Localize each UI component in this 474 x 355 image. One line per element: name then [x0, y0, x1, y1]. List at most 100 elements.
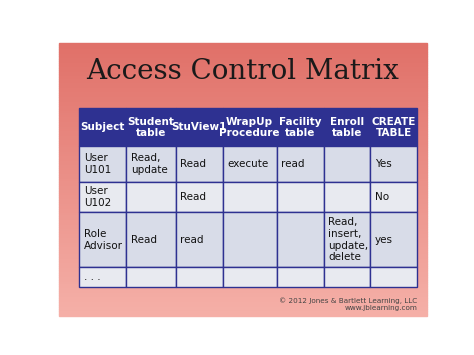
Bar	[59, 138, 427, 141]
Bar	[59, 150, 427, 152]
Text: read: read	[180, 235, 204, 245]
Text: CREATE
TABLE: CREATE TABLE	[372, 116, 416, 138]
Bar	[59, 227, 427, 229]
Bar	[59, 129, 427, 131]
Bar	[59, 99, 427, 102]
Bar	[324, 147, 371, 182]
Bar	[176, 182, 223, 212]
Bar	[59, 241, 427, 243]
Bar	[59, 311, 427, 314]
Bar	[59, 43, 427, 45]
Bar	[59, 298, 427, 300]
Text: © 2012 Jones & Bartlett Learning, LLC
www.jblearning.com: © 2012 Jones & Bartlett Learning, LLC ww…	[279, 297, 418, 311]
Bar	[277, 212, 324, 267]
Bar	[371, 267, 418, 287]
Bar	[80, 182, 127, 212]
Bar	[59, 84, 427, 86]
Bar	[80, 267, 127, 287]
Bar	[59, 273, 427, 275]
Text: . . .: . . .	[84, 272, 100, 282]
Bar	[59, 177, 427, 179]
Bar	[59, 245, 427, 248]
Bar	[59, 189, 427, 191]
Bar	[59, 45, 427, 47]
Text: Read,
update: Read, update	[131, 153, 167, 175]
Bar	[59, 286, 427, 289]
Bar	[59, 195, 427, 197]
Bar	[371, 147, 418, 182]
Bar	[59, 170, 427, 173]
Bar	[59, 81, 427, 84]
Bar	[127, 182, 176, 212]
Bar	[59, 259, 427, 261]
Bar	[59, 127, 427, 129]
Bar	[59, 68, 427, 70]
Bar	[59, 277, 427, 279]
Bar	[59, 197, 427, 200]
Bar	[59, 65, 427, 68]
Bar	[59, 47, 427, 49]
Bar	[59, 186, 427, 189]
Bar	[127, 212, 176, 267]
Bar	[59, 120, 427, 122]
Bar	[59, 295, 427, 298]
Text: Read,
insert,
update,
delete: Read, insert, update, delete	[328, 217, 368, 262]
Bar	[59, 207, 427, 209]
Bar	[59, 152, 427, 154]
Bar	[59, 213, 427, 216]
Bar	[59, 263, 427, 266]
Bar	[59, 236, 427, 239]
Bar	[59, 161, 427, 163]
Bar	[80, 108, 127, 147]
Bar	[59, 104, 427, 106]
Bar	[324, 108, 371, 147]
Bar	[59, 95, 427, 97]
Bar	[223, 147, 277, 182]
Bar	[59, 168, 427, 170]
Bar	[59, 79, 427, 81]
Bar	[59, 115, 427, 118]
Bar	[59, 248, 427, 250]
Bar	[59, 234, 427, 236]
Bar	[59, 252, 427, 255]
Text: Read: Read	[131, 235, 157, 245]
Text: User
U101: User U101	[84, 153, 111, 175]
Bar	[59, 91, 427, 93]
Bar	[59, 56, 427, 59]
Bar	[59, 300, 427, 302]
Bar	[59, 145, 427, 147]
Bar	[59, 88, 427, 91]
Bar	[176, 147, 223, 182]
Text: Student
table: Student table	[128, 116, 174, 138]
Bar	[59, 289, 427, 291]
Text: StuView1: StuView1	[172, 122, 227, 132]
Bar	[59, 175, 427, 177]
Text: Enroll
table: Enroll table	[330, 116, 364, 138]
Text: Facility
table: Facility table	[279, 116, 321, 138]
Bar	[223, 182, 277, 212]
Bar	[59, 204, 427, 207]
Bar	[59, 157, 427, 159]
Bar	[59, 284, 427, 286]
Bar	[59, 109, 427, 111]
Text: execute: execute	[227, 159, 268, 169]
Bar	[277, 182, 324, 212]
Text: User
U102: User U102	[84, 186, 111, 208]
Bar	[59, 302, 427, 305]
Bar	[59, 181, 427, 184]
Bar	[59, 200, 427, 202]
Bar	[59, 118, 427, 120]
Bar	[59, 261, 427, 263]
Bar	[371, 182, 418, 212]
Bar	[59, 307, 427, 309]
Bar	[59, 111, 427, 113]
Bar	[324, 267, 371, 287]
Bar	[59, 239, 427, 241]
Bar	[59, 184, 427, 186]
Bar	[59, 102, 427, 104]
Bar	[59, 266, 427, 268]
Bar	[223, 108, 277, 147]
Bar	[59, 173, 427, 175]
Bar	[277, 147, 324, 182]
Bar	[59, 271, 427, 273]
